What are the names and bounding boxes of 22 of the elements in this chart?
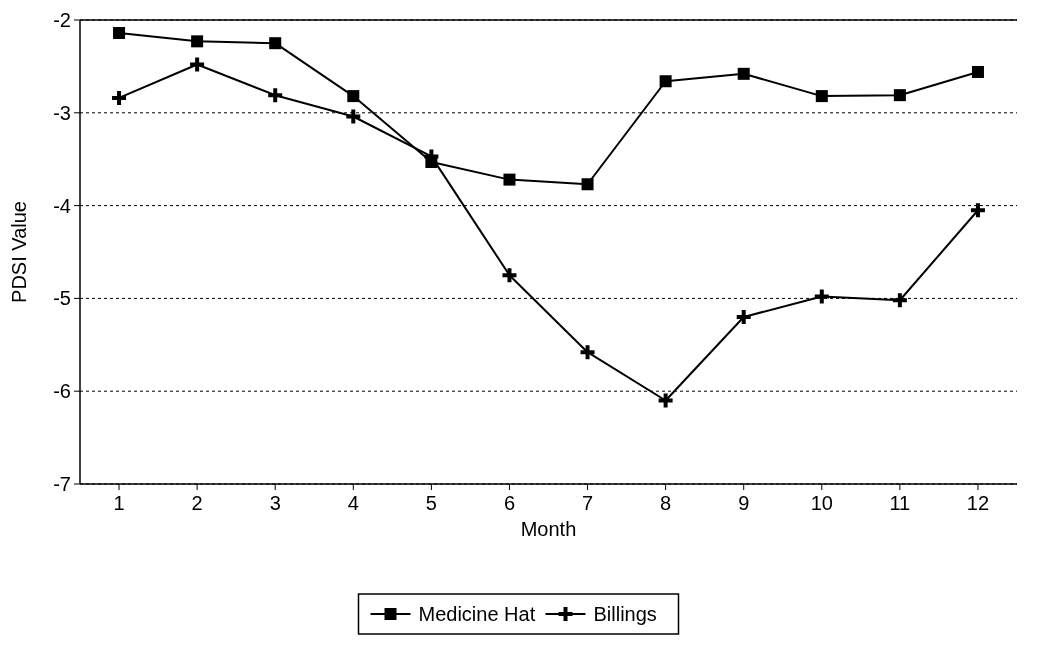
- x-tick-label: 8: [660, 492, 672, 514]
- x-tick-label: 1: [113, 492, 125, 514]
- legend-label: Medicine Hat: [418, 603, 536, 625]
- y-axis-title: PDSI Value: [8, 201, 30, 303]
- x-tick-label: 4: [347, 492, 359, 514]
- y-tick-label: -3: [53, 101, 71, 124]
- y-tick-label: -6: [53, 380, 71, 403]
- x-tick-label: 10: [810, 492, 833, 514]
- y-tick-label: -5: [53, 287, 71, 310]
- x-tick-label: 12: [966, 492, 990, 514]
- x-tick-label: 6: [503, 492, 516, 514]
- y-tick-label: -7: [53, 473, 71, 495]
- x-tick-label: 7: [581, 492, 594, 514]
- y-tick-label: -4: [53, 194, 71, 217]
- y-tick-label: -2: [53, 9, 71, 31]
- x-tick-label: 3: [269, 492, 281, 514]
- x-tick-label: 2: [191, 492, 203, 514]
- x-axis-title: Month: [520, 518, 577, 540]
- legend-label: Billings: [593, 603, 657, 625]
- x-tick-label: 9: [738, 492, 750, 514]
- x-tick-label: 5: [425, 492, 437, 514]
- x-tick-label: 11: [889, 492, 911, 514]
